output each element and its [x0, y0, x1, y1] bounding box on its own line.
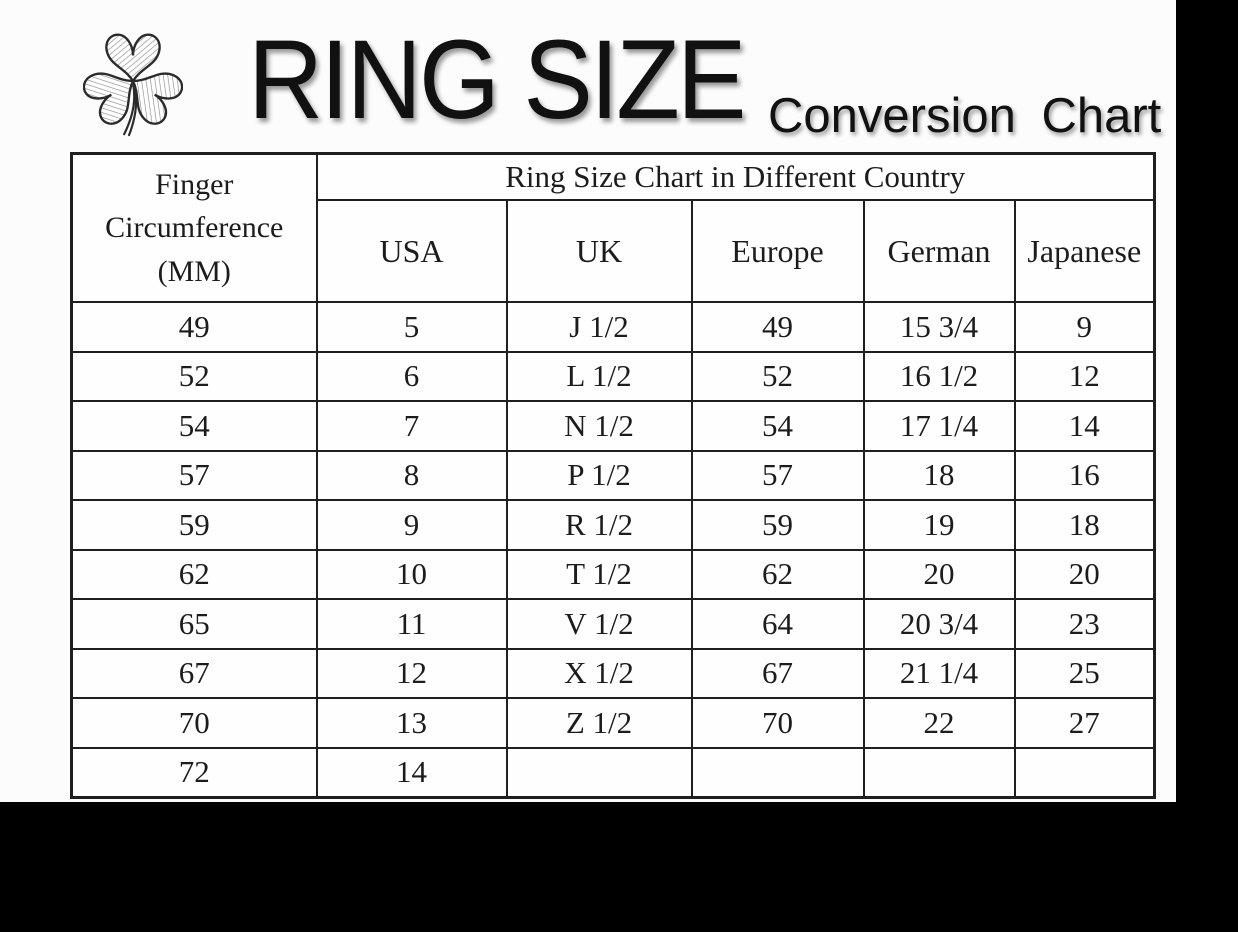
table-row: 72 14	[70, 746, 1156, 799]
page-subtitle: Conversion Chart	[768, 89, 1162, 143]
table-cell: 19	[862, 499, 1016, 551]
table-cell: 9	[1013, 301, 1156, 353]
table-cell: R 1/2	[505, 499, 693, 551]
table-cell: 18	[862, 449, 1016, 501]
table-cell: 52	[690, 350, 865, 402]
table-cell: 14	[315, 746, 508, 799]
table-cell	[690, 746, 865, 799]
table-cell: 67	[70, 647, 318, 699]
ring-size-chart: RING SIZE Conversion Chart Finger Circum…	[0, 0, 1176, 802]
table-cell: 49	[690, 301, 865, 353]
table-body: 49 5 J 1/2 49 15 3/4 9 52 6 L 1/2 52 16 1/2 12 54 7 N …	[70, 301, 1156, 799]
table-cell: N 1/2	[505, 400, 693, 452]
table-row: 59 9 R 1/2 59 19 18	[70, 499, 1156, 551]
table-cell: 8	[315, 449, 508, 501]
table-cell: 18	[1013, 499, 1156, 551]
table-cell: Z 1/2	[505, 697, 693, 749]
letterbox-bar-bottom	[0, 802, 1238, 932]
table-cell: 10	[315, 548, 508, 600]
table-cell: 52	[70, 350, 318, 402]
table-cell: 70	[70, 697, 318, 749]
table-cell: 21 1/4	[862, 647, 1016, 699]
table-cell: 72	[70, 746, 318, 799]
header-uk: UK	[505, 199, 693, 303]
table-cell: L 1/2	[505, 350, 693, 402]
ring-size-table: Finger Circumference (MM) Ring Size Char…	[70, 152, 1157, 799]
table-cell: 27	[1013, 697, 1156, 749]
table-cell: 57	[70, 449, 318, 501]
table-cell: 25	[1013, 647, 1156, 699]
table-row: 52 6 L 1/2 52 16 1/2 12	[70, 350, 1156, 402]
table-header: Finger Circumference (MM) Ring Size Char…	[70, 152, 1156, 303]
table-cell: J 1/2	[505, 301, 693, 353]
table-cell: 57	[690, 449, 865, 501]
table-cell: 67	[690, 647, 865, 699]
table-cell: 7	[315, 400, 508, 452]
table-cell	[862, 746, 1016, 799]
table-row: 57 8 P 1/2 57 18 16	[70, 449, 1156, 501]
table-cell: 5	[315, 301, 508, 353]
table-cell: 9	[315, 499, 508, 551]
table-cell: 62	[690, 548, 865, 600]
table-cell: V 1/2	[505, 598, 693, 650]
header-german: German	[862, 199, 1016, 303]
page-title: RING SIZE	[248, 17, 747, 142]
table-cell: 65	[70, 598, 318, 650]
table-cell: 62	[70, 548, 318, 600]
table-row: 62 10 T 1/2 62 20 20	[70, 548, 1156, 600]
table-header-row-group: Finger Circumference (MM) Ring Size Char…	[70, 152, 1156, 303]
table-row: 67 12 X 1/2 67 21 1/4 25	[70, 647, 1156, 699]
table-row: 70 13 Z 1/2 70 22 27	[70, 697, 1156, 749]
table-cell: 23	[1013, 598, 1156, 650]
table-cell: 15 3/4	[862, 301, 1016, 353]
table-cell: T 1/2	[505, 548, 693, 600]
table-row: 49 5 J 1/2 49 15 3/4 9	[70, 301, 1156, 353]
table-row: 65 11 V 1/2 64 20 3/4 23	[70, 598, 1156, 650]
table-cell: 17 1/4	[862, 400, 1016, 452]
table-header-row-countries: USA UK Europe German Japanese	[72, 199, 1156, 303]
table-cell: 6	[315, 350, 508, 402]
table-cell	[505, 746, 693, 799]
table-cell: 70	[690, 697, 865, 749]
table-cell: 49	[70, 301, 318, 353]
header-japanese: Japanese	[1013, 199, 1156, 303]
letterbox-bar-right	[1176, 0, 1238, 802]
header-group-countries: Ring Size Chart in Different Country	[315, 152, 1156, 201]
table-cell: 20	[862, 548, 1016, 600]
table-cell: 20 3/4	[862, 598, 1016, 650]
table-cell: 59	[70, 499, 318, 551]
table-cell	[1013, 746, 1156, 799]
table-cell: 14	[1013, 400, 1156, 452]
table-cell: 16 1/2	[862, 350, 1016, 402]
table-cell: 20	[1013, 548, 1156, 600]
table-cell: 54	[70, 400, 318, 452]
table-cell: X 1/2	[505, 647, 693, 699]
table-cell: 64	[690, 598, 865, 650]
table-cell: 11	[315, 598, 508, 650]
table-cell: 16	[1013, 449, 1156, 501]
table-cell: 12	[315, 647, 508, 699]
header-usa: USA	[315, 199, 508, 303]
header-europe: Europe	[690, 199, 865, 303]
header-finger-circumference: Finger Circumference (MM)	[70, 152, 318, 303]
table-cell: P 1/2	[505, 449, 693, 501]
table-cell: 13	[315, 697, 508, 749]
table-cell: 22	[862, 697, 1016, 749]
table-cell: 54	[690, 400, 865, 452]
table-row: 54 7 N 1/2 54 17 1/4 14	[70, 400, 1156, 452]
shamrock-icon	[83, 33, 183, 137]
table-cell: 12	[1013, 350, 1156, 402]
table-cell: 59	[690, 499, 865, 551]
